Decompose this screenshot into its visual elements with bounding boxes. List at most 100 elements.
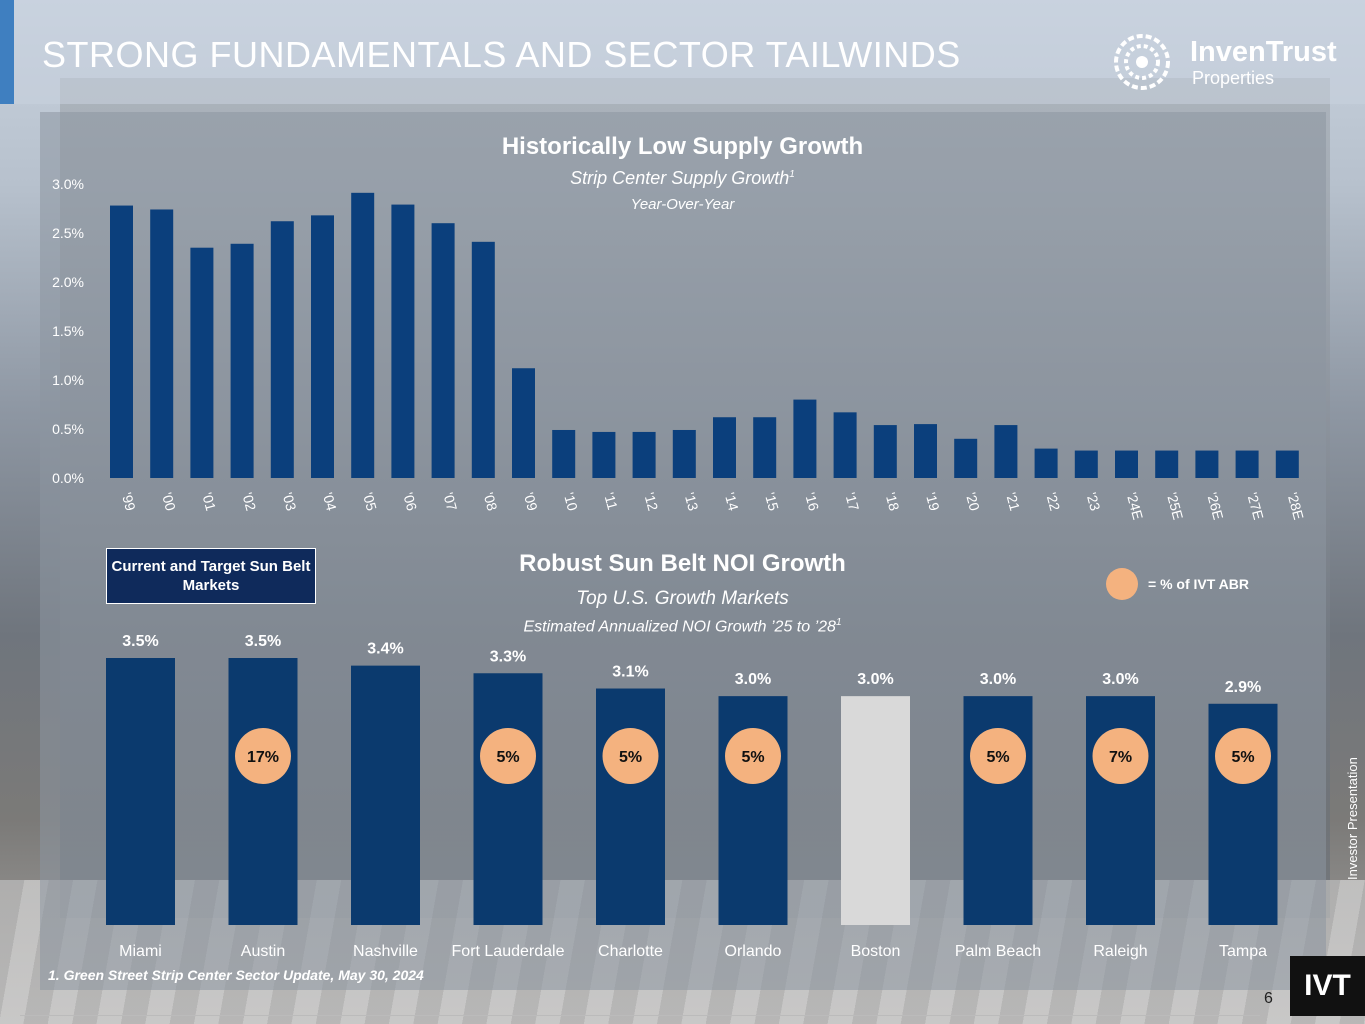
- supply-bar: [592, 431, 616, 478]
- noi-value-label: 3.3%: [490, 648, 526, 665]
- logo-subtitle: Properties: [1192, 68, 1275, 88]
- y-tick-label: 1.5%: [52, 323, 84, 339]
- noi-bar: [841, 696, 910, 925]
- noi-value-label: 3.1%: [612, 664, 648, 681]
- abr-legend: = % of IVT ABR: [1106, 568, 1249, 600]
- supply-bar: [632, 431, 656, 478]
- noi-category-label: Raleigh: [1093, 943, 1147, 960]
- x-tick-label: '23: [1083, 491, 1103, 513]
- supply-bar: [914, 424, 937, 478]
- x-tick-label: '07: [440, 491, 460, 513]
- supply-chart-subtitle2: Year-Over-Year: [630, 196, 735, 213]
- x-tick-label: '08: [480, 491, 500, 513]
- abr-badge: [1215, 728, 1271, 784]
- noi-value-label: 3.0%: [735, 671, 771, 688]
- x-tick-label: '15: [762, 491, 782, 513]
- x-tick-label: '26E: [1204, 491, 1227, 522]
- supply-bar: [311, 215, 334, 479]
- noi-value-label: 3.4%: [367, 641, 403, 658]
- abr-badge-label: 5%: [741, 749, 764, 766]
- supply-bar: [150, 209, 174, 479]
- noi-category-label: Fort Lauderdale: [452, 943, 565, 960]
- noi-bar: [473, 673, 543, 925]
- x-tick-label: '04: [320, 491, 340, 513]
- noi-chart-title: Robust Sun Belt NOI Growth: [519, 550, 846, 577]
- footer-rule: [20, 1015, 1260, 1016]
- noi-chart-subtitle2: Estimated Annualized NOI Growth ’25 to ’…: [523, 617, 842, 636]
- x-tick-label: '05: [360, 491, 380, 513]
- abr-badge: [1092, 728, 1149, 784]
- supply-bar: [753, 417, 777, 478]
- abr-badge: [970, 728, 1026, 784]
- supply-bar: [1155, 450, 1179, 478]
- supply-bar: [994, 425, 1018, 478]
- y-tick-label: 2.5%: [52, 225, 84, 241]
- noi-bar: [351, 665, 420, 925]
- x-tick-label: '18: [882, 491, 902, 513]
- abr-badge: [602, 728, 659, 784]
- x-tick-label: '19: [923, 491, 943, 513]
- noi-bar: [106, 658, 175, 925]
- x-tick-label: '22: [1043, 491, 1063, 513]
- abr-badge-label: 5%: [496, 749, 519, 766]
- x-tick-label: '03: [279, 491, 299, 513]
- x-tick-label: '10: [561, 491, 581, 513]
- page-title: STRONG FUNDAMENTALS AND SECTOR TAILWINDS: [42, 34, 961, 75]
- supply-bar: [512, 368, 535, 478]
- abr-badge: [480, 728, 536, 784]
- x-tick-label: '17: [842, 491, 862, 513]
- y-tick-label: 2.0%: [52, 274, 84, 290]
- supply-chart-title: Historically Low Supply Growth: [501, 133, 864, 160]
- y-tick-label: 1.0%: [52, 372, 84, 388]
- supply-bar: [793, 399, 817, 478]
- noi-value-label: 3.0%: [980, 671, 1016, 688]
- supply-bar: [471, 241, 495, 478]
- ivt-badge: IVT: [1290, 956, 1365, 1016]
- noi-category-label: Charlotte: [598, 943, 663, 960]
- supply-bar: [270, 221, 294, 479]
- noi-value-label: 3.0%: [857, 671, 893, 688]
- noi-category-label: Austin: [241, 943, 285, 960]
- x-tick-label: '14: [722, 491, 742, 513]
- x-tick-label: '28E: [1284, 491, 1307, 522]
- x-tick-label: '00: [159, 491, 179, 513]
- sun-belt-markets-label: Current and Target Sun Belt Markets: [106, 548, 316, 604]
- x-tick-label: '20: [963, 491, 983, 513]
- header-accent-bar: [0, 0, 14, 104]
- supply-bar: [552, 429, 576, 478]
- supply-bar: [1034, 448, 1058, 478]
- supply-bar: [1195, 450, 1219, 478]
- x-tick-label: '24E: [1124, 491, 1147, 522]
- page-number: 6: [1264, 990, 1273, 1007]
- noi-category-label: Nashville: [353, 943, 418, 960]
- noi-category-label: Miami: [119, 943, 162, 960]
- abr-badge-label: 5%: [619, 749, 642, 766]
- supply-bar: [833, 412, 857, 478]
- noi-category-label: Tampa: [1219, 943, 1267, 960]
- y-tick-label: 0.0%: [52, 470, 84, 486]
- x-tick-label: '01: [199, 491, 219, 513]
- supply-bar: [1074, 450, 1098, 478]
- footnote: 1. Green Street Strip Center Sector Upda…: [48, 967, 424, 983]
- legend-dot-icon: [1106, 568, 1138, 600]
- y-tick-label: 3.0%: [52, 176, 84, 192]
- inventrust-logo: InvenTrust Properties: [1112, 32, 1337, 92]
- supply-bar: [391, 204, 415, 478]
- supply-bar: [954, 438, 978, 478]
- supply-bar: [230, 243, 254, 478]
- supply-bar: [1235, 450, 1259, 478]
- supply-chart-subtitle: Strip Center Supply Growth1: [570, 168, 795, 188]
- noi-bar: [228, 658, 298, 925]
- logo-wordmark: InvenTrust: [1190, 36, 1337, 68]
- supply-bar: [1115, 450, 1138, 478]
- noi-value-label: 3.5%: [122, 633, 158, 650]
- supply-bar: [713, 417, 736, 478]
- noi-chart-subtitle: Top U.S. Growth Markets: [576, 588, 789, 609]
- side-label: Investor Presentation: [1345, 757, 1360, 880]
- x-tick-label: '09: [521, 491, 541, 513]
- supply-bar: [351, 192, 375, 478]
- x-tick-label: '99: [119, 491, 139, 513]
- noi-value-label: 3.0%: [1102, 671, 1138, 688]
- x-tick-label: '13: [681, 491, 701, 513]
